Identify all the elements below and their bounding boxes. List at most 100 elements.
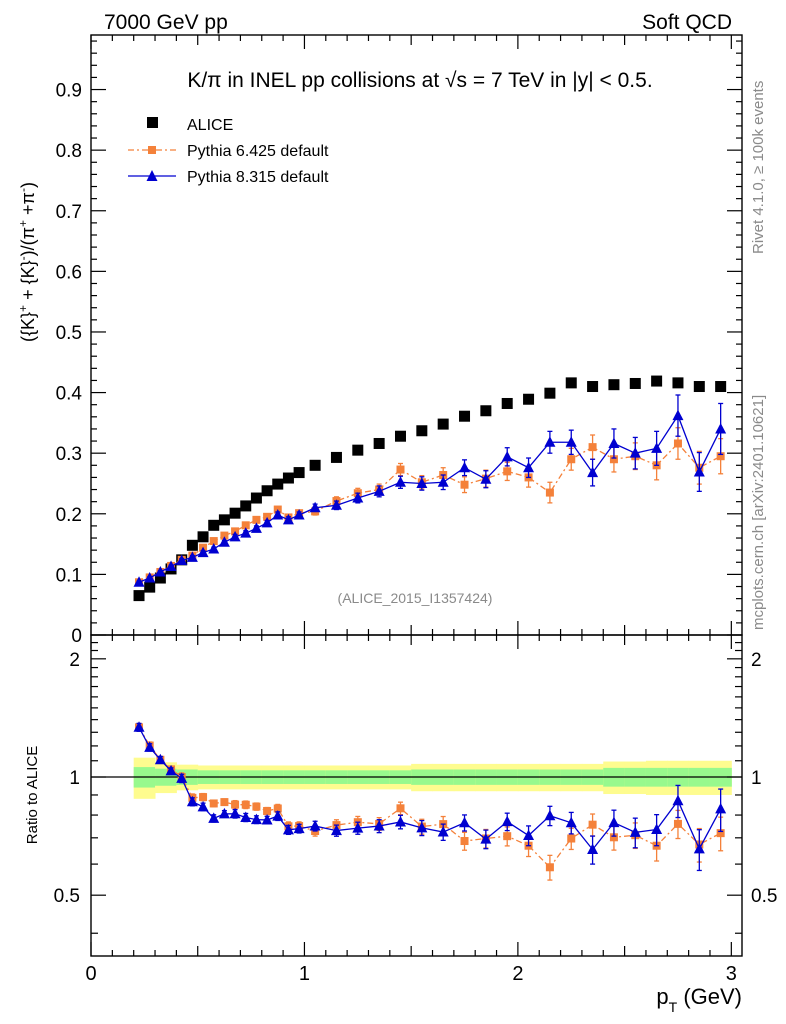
alice-point xyxy=(218,514,230,526)
pythia8-ratio-point xyxy=(282,823,294,835)
legend-label-pythia6: Pythia 6.425 default xyxy=(187,143,329,160)
alice-point xyxy=(416,425,428,437)
ratio-y-axis-label: Ratio to ALICE xyxy=(24,746,41,844)
legend-marker-pythia8 xyxy=(146,170,158,181)
pythia8-ratio-point xyxy=(154,753,166,765)
alice-point xyxy=(394,430,406,442)
pythia8-point xyxy=(565,436,577,447)
pythia6-ratio-point xyxy=(567,834,576,843)
pythia6-point xyxy=(609,455,618,464)
pythia8-point xyxy=(250,522,262,533)
alice-point xyxy=(459,410,471,422)
pythia6-ratio-point xyxy=(609,833,618,842)
y-tick-label: 0.7 xyxy=(56,202,82,223)
pythia6-ratio-point xyxy=(460,837,469,846)
pythia8-ratio-point xyxy=(629,826,641,837)
y-tick-label: 0.5 xyxy=(56,323,82,344)
alice-point xyxy=(715,381,727,393)
pythia8-ratio-point xyxy=(330,824,342,836)
pythia8-ratio-point xyxy=(565,816,577,828)
alice-point xyxy=(309,459,321,471)
pythia6-point xyxy=(209,537,218,546)
pythia6-ratio-point xyxy=(396,804,405,813)
pythia8-ratio-point xyxy=(608,816,620,828)
pythia6-ratio-point xyxy=(716,829,725,838)
pythia8-ratio-point xyxy=(480,833,492,844)
alice-point xyxy=(144,581,156,593)
pythia6-ratio-point xyxy=(263,806,272,815)
pythia8-point xyxy=(330,499,342,510)
pythia8-point xyxy=(272,509,284,520)
pythia6-ratio-point xyxy=(231,800,240,809)
pythia6-point xyxy=(396,465,405,474)
alice-point xyxy=(565,377,577,389)
y-tick-label: 0.3 xyxy=(56,444,82,465)
pythia8-point xyxy=(629,447,641,458)
pythia6-ratio-point xyxy=(273,804,282,813)
pythia8-point xyxy=(176,554,188,565)
alice-point xyxy=(608,379,620,391)
header-energy: 7000 GeV pp xyxy=(104,11,228,34)
pythia8-point xyxy=(544,436,556,447)
pythia6-point xyxy=(503,467,512,476)
side-label-mcplots: mcplots.cern.ch [arXiv:2401.10621] xyxy=(750,395,767,630)
pythia6-point xyxy=(241,521,250,530)
side-label-rivet: Rivet 4.1.0, ≥ 100k events xyxy=(750,81,767,254)
alice-point xyxy=(544,387,556,399)
pythia8-point xyxy=(218,536,230,547)
pythia8-point xyxy=(587,466,599,478)
alice-point xyxy=(154,572,166,584)
pythia8-ratio-point xyxy=(416,821,428,833)
pythia6-ratio-point xyxy=(209,799,218,808)
legend-label-pythia8: Pythia 8.315 default xyxy=(187,169,329,186)
pythia8-ratio-point xyxy=(261,813,273,825)
pythia6-ratio-point xyxy=(673,819,682,828)
pythia8-point xyxy=(693,465,705,477)
pythia8-ratio-point xyxy=(144,741,156,752)
alice-point xyxy=(229,507,241,519)
analysis-watermark: (ALICE_2015_I1357424) xyxy=(338,590,493,606)
ratio-tick-label-right: 2 xyxy=(751,650,762,671)
x-tick-label: 3 xyxy=(726,963,737,985)
main-plot-marks xyxy=(133,375,727,602)
alice-point xyxy=(693,381,705,393)
pythia8-ratio-point xyxy=(208,812,220,823)
pythia8-point xyxy=(133,576,145,587)
pythia8-point xyxy=(437,476,449,487)
pythia8-point xyxy=(154,565,166,577)
alice-point xyxy=(352,444,364,456)
y-tick-label: 0.8 xyxy=(56,141,82,162)
pythia8-ratio-point xyxy=(133,721,145,732)
ratio-tick-label-left: 0.5 xyxy=(54,886,80,907)
pythia6-ratio-point xyxy=(503,832,512,841)
ratio-tick-label-right: 1 xyxy=(751,768,762,789)
alice-point xyxy=(373,437,385,449)
ratio-tick-label-left: 2 xyxy=(69,650,80,671)
pythia8-point xyxy=(651,442,663,453)
pythia8-ratio-point xyxy=(394,815,406,827)
pythia8-ratio-point xyxy=(218,807,230,819)
plot-title: K/π in INEL pp collisions at √s = 7 TeV … xyxy=(187,69,652,92)
legend: ALICE Pythia 6.425 default Pythia 8.315 … xyxy=(128,117,329,186)
pythia8-point xyxy=(293,509,305,520)
pythia6-point xyxy=(545,488,554,497)
pythia8-point xyxy=(165,560,177,572)
pythia6-ratio-point xyxy=(252,802,261,811)
pythia6-ratio-point xyxy=(199,793,208,802)
alice-point xyxy=(501,397,513,409)
pythia8-point xyxy=(608,437,620,448)
pythia8-ratio-point xyxy=(229,807,241,819)
pythia8-ratio-point xyxy=(293,822,305,834)
pythia8-ratio-point xyxy=(715,802,727,814)
pythia8-point xyxy=(240,527,252,538)
pythia8-point xyxy=(459,461,471,473)
pythia6-point xyxy=(220,531,229,540)
pythia8-point xyxy=(394,476,406,487)
pythia8-point xyxy=(373,485,385,496)
y-tick-label: 0 xyxy=(71,626,82,647)
pythia6-point xyxy=(252,515,261,524)
alice-point xyxy=(330,451,342,463)
pythia8-point xyxy=(229,530,241,542)
pythia8-point xyxy=(261,516,273,528)
pythia6-point xyxy=(673,439,682,448)
